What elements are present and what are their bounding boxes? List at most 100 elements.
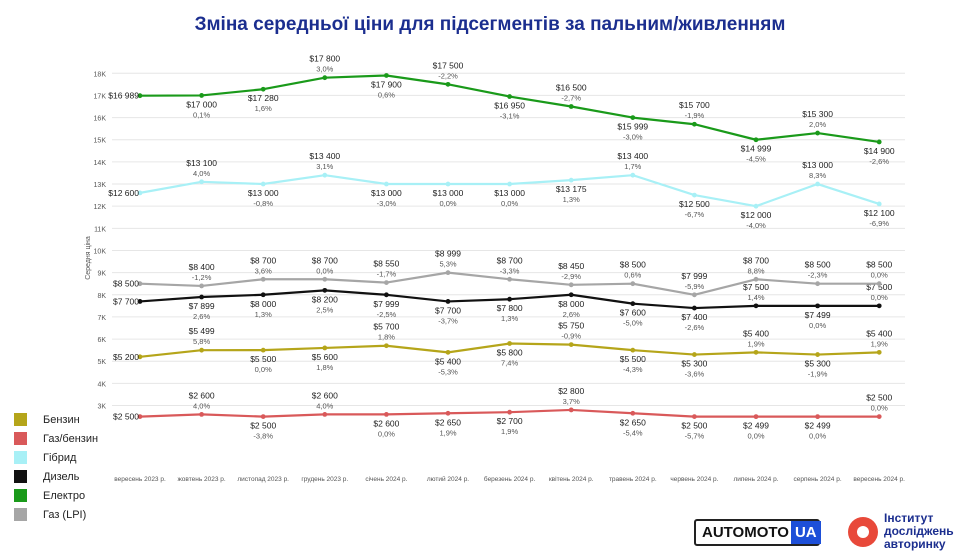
data-label: $2 499 (805, 421, 831, 431)
data-point (260, 414, 266, 419)
y-tick-label: 6K (97, 337, 106, 344)
data-point (384, 411, 389, 417)
data-label: $2 500 (681, 421, 707, 431)
data-label: $5 400 (866, 328, 892, 338)
data-point (568, 407, 574, 413)
data-label: $16 950 (494, 101, 525, 111)
data-label: $7 700 (435, 305, 461, 315)
x-tick-label: січень 2024 р. (365, 475, 407, 483)
change-label: 2,0% (809, 120, 826, 129)
data-point (630, 301, 636, 307)
change-label: -0,8% (253, 199, 273, 208)
institute-logo-line2: досліджень (884, 524, 954, 538)
institute-logo: Інститут досліджень авторинку (848, 512, 954, 551)
change-label: 3,1% (316, 162, 333, 171)
data-point (322, 172, 328, 178)
data-point (876, 201, 882, 207)
data-point (137, 93, 143, 99)
data-label: $5 300 (805, 359, 831, 369)
change-label: -1,2% (192, 273, 212, 282)
data-point (260, 347, 266, 353)
y-tick-label: 7K (97, 315, 106, 322)
data-point (137, 354, 143, 360)
data-point (630, 281, 636, 287)
change-label: 1,3% (255, 310, 272, 319)
data-point (137, 414, 143, 419)
x-tick-label: березень 2024 р. (484, 475, 536, 483)
y-tick-label: 14K (94, 160, 107, 167)
change-label: -3,7% (438, 316, 458, 325)
data-label: $7 999 (681, 271, 707, 281)
change-label: 4,0% (316, 401, 333, 410)
change-label: 0,0% (316, 266, 333, 275)
data-point (445, 410, 451, 416)
legend-swatch (14, 413, 27, 426)
x-tick-label: листопад 2023 р. (237, 476, 289, 483)
legend-item: Бензин (14, 410, 98, 429)
legend-swatch (14, 508, 27, 521)
data-label: $8 500 (866, 260, 892, 270)
data-label: $15 700 (679, 100, 710, 110)
data-label: $8 000 (558, 299, 584, 309)
change-label: -6,7% (685, 210, 705, 219)
data-label: $13 400 (309, 151, 340, 161)
change-label: -2,3% (808, 271, 828, 280)
data-point (815, 352, 820, 357)
data-label: $7 600 (620, 308, 646, 318)
data-label: $8 450 (558, 261, 584, 271)
data-point (260, 276, 266, 282)
change-label: 1,9% (747, 339, 764, 348)
y-tick-label: 4K (97, 381, 106, 388)
change-label: 0,0% (871, 271, 888, 280)
y-tick-label: 16K (94, 116, 107, 123)
data-label: $17 900 (371, 79, 402, 89)
data-point (507, 409, 512, 415)
change-label: 1,3% (563, 195, 580, 204)
data-point (260, 292, 266, 298)
change-label: 0,0% (747, 432, 764, 441)
change-label: -2,6% (685, 323, 705, 332)
data-point (876, 281, 882, 287)
data-label: $12 600 (108, 188, 139, 198)
data-label: $14 900 (864, 146, 895, 156)
change-label: 0,0% (255, 365, 272, 374)
y-tick-label: 18K (94, 71, 107, 78)
data-label: $7 999 (373, 299, 399, 309)
data-label: $15 300 (802, 109, 833, 119)
change-label: 1,9% (501, 427, 518, 436)
change-label: 0,0% (439, 199, 456, 208)
legend-swatch (14, 451, 27, 464)
data-point (692, 121, 697, 127)
data-label: $13 000 (494, 188, 525, 198)
change-label: 4,0% (193, 401, 210, 410)
y-tick-label: 8K (97, 293, 106, 300)
change-label: 0,0% (378, 429, 395, 438)
data-label: $13 175 (556, 184, 587, 194)
legend-item: Дизель (14, 467, 98, 486)
data-point (507, 94, 512, 99)
data-label: $13 000 (433, 188, 464, 198)
legend-label: Бензин (43, 413, 80, 426)
data-label: $13 000 (802, 160, 833, 170)
data-label: $13 000 (371, 188, 402, 198)
x-tick-label: квітень 2024 р. (549, 475, 594, 483)
data-label: $8 000 (250, 299, 276, 309)
y-tick-label: 11K (94, 226, 106, 233)
data-point (507, 296, 512, 302)
change-label: 1,8% (316, 363, 333, 372)
data-label: $16 500 (556, 83, 587, 93)
data-point (876, 414, 882, 419)
data-point (322, 287, 328, 293)
data-point (815, 281, 820, 287)
data-point (445, 81, 451, 87)
change-label: -5,7% (685, 432, 705, 441)
data-point (753, 414, 759, 420)
x-tick-label: вересень 2024 р. (853, 476, 905, 483)
change-label: -3,1% (500, 112, 520, 121)
data-point (384, 280, 389, 285)
data-point (568, 177, 574, 183)
data-point (199, 411, 205, 417)
change-label: -1,9% (685, 111, 705, 120)
data-label: $5 700 (373, 322, 399, 332)
